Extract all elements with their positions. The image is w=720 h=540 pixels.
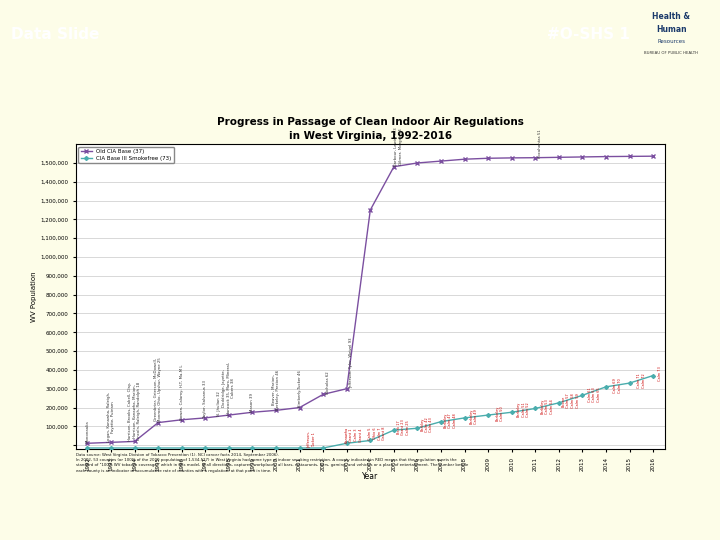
Text: Berkeley
Calm 51
Calm 52: Berkeley Calm 51 Calm 52: [517, 402, 530, 417]
Old CIA Base (37): [248, 409, 257, 415]
Old CIA Base (37): [484, 155, 492, 161]
Text: Calm 5
Ohio 6
Calm 7
Grant 8: Calm 5 Ohio 6 Calm 7 Grant 8: [369, 427, 386, 440]
Old CIA Base (37): [413, 160, 422, 166]
Title: Progress in Passage of Clean Indoor Air Regulations
in West Virginia, 1992-2016: Progress in Passage of Clean Indoor Air …: [217, 117, 523, 140]
CIA Base III Smokefree (73): [343, 440, 351, 447]
Old CIA Base (37): [531, 154, 539, 161]
CIA Base III Smokefree (73): [437, 418, 446, 425]
CIA Base III Smokefree (73): [295, 445, 304, 451]
Text: BUREAU OF PUBLIC HEALTH: BUREAU OF PUBLIC HEALTH: [644, 51, 698, 55]
Old CIA Base (37): [107, 439, 115, 446]
Text: Resources: Resources: [657, 39, 685, 44]
Text: Calm 69
Calm 70: Calm 69 Calm 70: [613, 379, 622, 394]
Text: Jefferson-
Tucker 1: Jefferson- Tucker 1: [307, 431, 315, 448]
Text: Berkley
Calm 42
Calm 43: Berkley Calm 42 Calm 43: [420, 417, 433, 432]
Text: Data source: West Virginia Division of Tobacco Prevention (1). NCI cancer facts : Data source: West Virginia Division of T…: [76, 453, 468, 472]
CIA Base III Smokefree (73): [484, 412, 492, 418]
Text: Human: Human: [656, 25, 687, 35]
CIA Base III Smokefree (73): [201, 445, 210, 451]
CIA Base III Smokefree (73): [625, 380, 634, 386]
Text: Logan, Kanawha, Raleigh,
Fayette, Putnam: Logan, Kanawha, Raleigh, Fayette, Putnam: [107, 392, 115, 442]
CIA Base III Smokefree (73): [460, 415, 469, 421]
Text: Jefferson, Tyler, Wetzel 93: Jefferson, Tyler, Wetzel 93: [349, 337, 354, 388]
Text: N. Jhulian 32: N. Jhulian 32: [217, 392, 222, 416]
X-axis label: Year: Year: [362, 472, 379, 481]
Old CIA Base (37): [390, 164, 398, 170]
CIA Base III Smokefree (73): [177, 445, 186, 451]
Text: Doddridge, Jayette,
Hancock 35, Marx, Mineral,
Cabers 38: Doddridge, Jayette, Hancock 35, Marx, Mi…: [222, 361, 235, 415]
Old CIA Base (37): [225, 412, 233, 418]
Text: #O-SHS 1: #O-SHS 1: [547, 27, 630, 42]
CIA Base III Smokefree (73): [319, 445, 328, 451]
CIA Base III Smokefree (73): [271, 445, 280, 451]
Text: Berkeley
Calm 50: Berkeley Calm 50: [495, 406, 504, 421]
Text: Nicholas 62: Nicholas 62: [326, 371, 330, 394]
Text: Barbour, Lewis, 063
Gilmer, Morgan 94: Barbour, Lewis, 063 Gilmer, Morgan 94: [395, 127, 403, 166]
CIA Base III Smokefree (73): [248, 445, 257, 451]
Old CIA Base (37): [319, 391, 328, 397]
Text: Calm 73: Calm 73: [658, 367, 662, 381]
Old CIA Base (37): [437, 158, 446, 164]
Text: Berkeley
Calm 53
Calm 54: Berkeley Calm 53 Calm 54: [541, 399, 554, 414]
Text: Bowen, Calamy, H-T, Ma-M L: Bowen, Calamy, H-T, Ma-M L: [180, 364, 184, 420]
Old CIA Base (37): [295, 404, 304, 411]
CIA Base III Smokefree (73): [602, 383, 611, 390]
Text: Beaver, Marion,
Berkeley, Preston 46: Beaver, Marion, Berkeley, Preston 46: [271, 370, 280, 410]
CIA Base III Smokefree (73): [107, 445, 115, 451]
Text: Greenbrier, Grierson, McDowell,
Monroe, Ohio, Upshur, Wayne 25: Greenbrier, Grierson, McDowell, Monroe, …: [154, 357, 163, 422]
CIA Base III Smokefree (73): [554, 400, 563, 406]
Old CIA Base (37): [366, 207, 374, 213]
CIA Base III Smokefree (73): [413, 425, 422, 431]
CIA Base III Smokefree (73): [649, 372, 657, 379]
Old CIA Base (37): [154, 420, 163, 426]
Old CIA Base (37): [201, 415, 210, 421]
Text: Kanawha
Grant 1
Calm 3
Grant 4: Kanawha Grant 1 Calm 3 Grant 4: [345, 427, 363, 443]
Text: Mason 39: Mason 39: [251, 393, 254, 412]
Text: Health &: Health &: [652, 12, 690, 21]
Text: Berk 17
Grant 23
Calm 25: Berk 17 Grant 23 Calm 25: [397, 420, 410, 435]
Old CIA Base (37): [343, 386, 351, 392]
CIA Base III Smokefree (73): [225, 445, 233, 451]
Text: Mononaalia: Mononaalia: [86, 420, 89, 443]
CIA Base III Smokefree (73): [531, 405, 539, 411]
Line: Old CIA Base (37): Old CIA Base (37): [86, 154, 655, 446]
Old CIA Base (37): [460, 156, 469, 163]
Text: Harrison, Brooks, Cabell, Clay,
Harrison, Kanawha, Marion,
Lincoln, Raleigh, Ran: Harrison, Brooks, Cabell, Clay, Harrison…: [128, 382, 141, 441]
Line: CIA Base III Smokefree (73): CIA Base III Smokefree (73): [86, 374, 654, 449]
CIA Base III Smokefree (73): [366, 437, 374, 444]
Old CIA Base (37): [578, 154, 587, 160]
Old CIA Base (37): [508, 154, 516, 161]
Text: Berkeley
Calm 47
Calm 48: Berkeley Calm 47 Calm 48: [444, 413, 457, 428]
CIA Base III Smokefree (73): [578, 392, 587, 399]
Text: Data Slide: Data Slide: [11, 27, 99, 42]
Text: Boone
Calm 57
Calm 58
Calm 59: Boone Calm 57 Calm 58 Calm 59: [562, 394, 580, 408]
Old CIA Base (37): [602, 153, 611, 160]
Old CIA Base (37): [177, 416, 186, 423]
Old CIA Base (37): [83, 440, 91, 447]
CIA Base III Smokefree (73): [390, 427, 398, 434]
Old CIA Base (37): [130, 438, 139, 444]
CIA Base III Smokefree (73): [508, 409, 516, 415]
Y-axis label: WV Population: WV Population: [31, 271, 37, 322]
CIA Base III Smokefree (73): [154, 445, 163, 451]
CIA Base III Smokefree (73): [130, 445, 139, 451]
Old CIA Base (37): [649, 153, 657, 159]
Legend: Old CIA Base (37), CIA Base III Smokefree (73): Old CIA Base (37), CIA Base III Smokefre…: [78, 147, 174, 163]
Old CIA Base (37): [625, 153, 634, 160]
Text: Berkeley
Calm 49: Berkeley Calm 49: [469, 409, 478, 424]
Text: Pocahontas 51: Pocahontas 51: [538, 129, 542, 158]
Old CIA Base (37): [271, 407, 280, 414]
Old CIA Base (37): [554, 154, 563, 160]
Text: Kimberly-Tucker 46: Kimberly-Tucker 46: [297, 370, 302, 407]
Text: Taylor, Salvanus 33: Taylor, Salvanus 33: [203, 380, 207, 418]
Text: Calm 71
Calm 72: Calm 71 Calm 72: [637, 373, 646, 388]
CIA Base III Smokefree (73): [83, 445, 91, 451]
Text: Calm 61
Calm 63
Calm 65: Calm 61 Calm 63 Calm 65: [588, 388, 600, 402]
